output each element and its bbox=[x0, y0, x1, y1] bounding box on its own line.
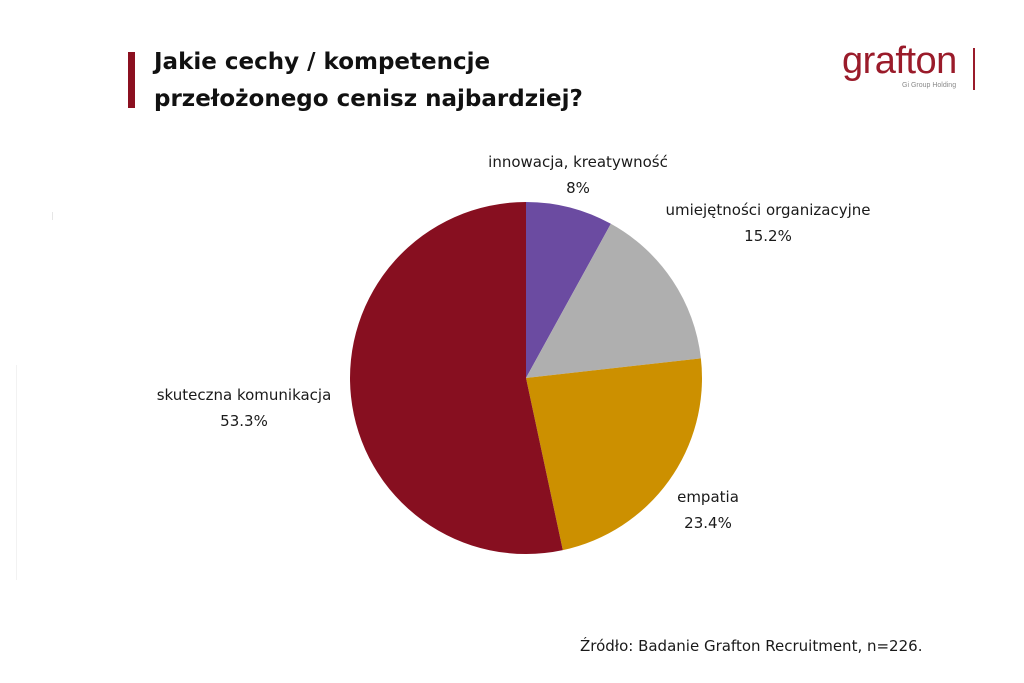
pie-slice-1 bbox=[526, 202, 611, 378]
slice-value-label-1: 8% bbox=[566, 179, 590, 197]
decorative-line bbox=[16, 365, 17, 580]
logo-wordmark: grafton bbox=[842, 40, 957, 82]
chart-title: Jakie cechy / kompetencje przełożonego c… bbox=[154, 44, 714, 118]
slice-label-2: umiejętności organizacyjne bbox=[665, 201, 870, 219]
chart-title-line-1: Jakie cechy / kompetencje bbox=[154, 49, 491, 75]
pie-slice-4 bbox=[350, 202, 563, 554]
slice-label-1: innowacja, kreatywność bbox=[488, 153, 668, 171]
decorative-tick bbox=[52, 212, 53, 220]
slice-value-label-4: 53.3% bbox=[220, 412, 268, 430]
pie-slice-2 bbox=[526, 223, 701, 378]
chart-title-line-2: przełożonego cenisz najbardziej? bbox=[154, 86, 583, 112]
slice-label-4: skuteczna komunikacja bbox=[157, 386, 332, 404]
source-note: Źródło: Badanie Grafton Recruitment, n=2… bbox=[580, 637, 923, 655]
logo-divider bbox=[973, 48, 975, 90]
grafton-logo: grafton Gi Group Holding bbox=[842, 40, 982, 100]
pie-slice-3 bbox=[526, 358, 702, 551]
slice-value-label-2: 15.2% bbox=[744, 227, 792, 245]
pie-slices bbox=[350, 202, 702, 554]
logo-tagline: Gi Group Holding bbox=[902, 82, 957, 89]
title-accent-bar bbox=[128, 52, 135, 108]
slice-label-3: empatia bbox=[677, 488, 739, 506]
slice-value-label-3: 23.4% bbox=[684, 514, 732, 532]
pie-labels: innowacja, kreatywność 8% umiejętności org… bbox=[157, 153, 871, 532]
